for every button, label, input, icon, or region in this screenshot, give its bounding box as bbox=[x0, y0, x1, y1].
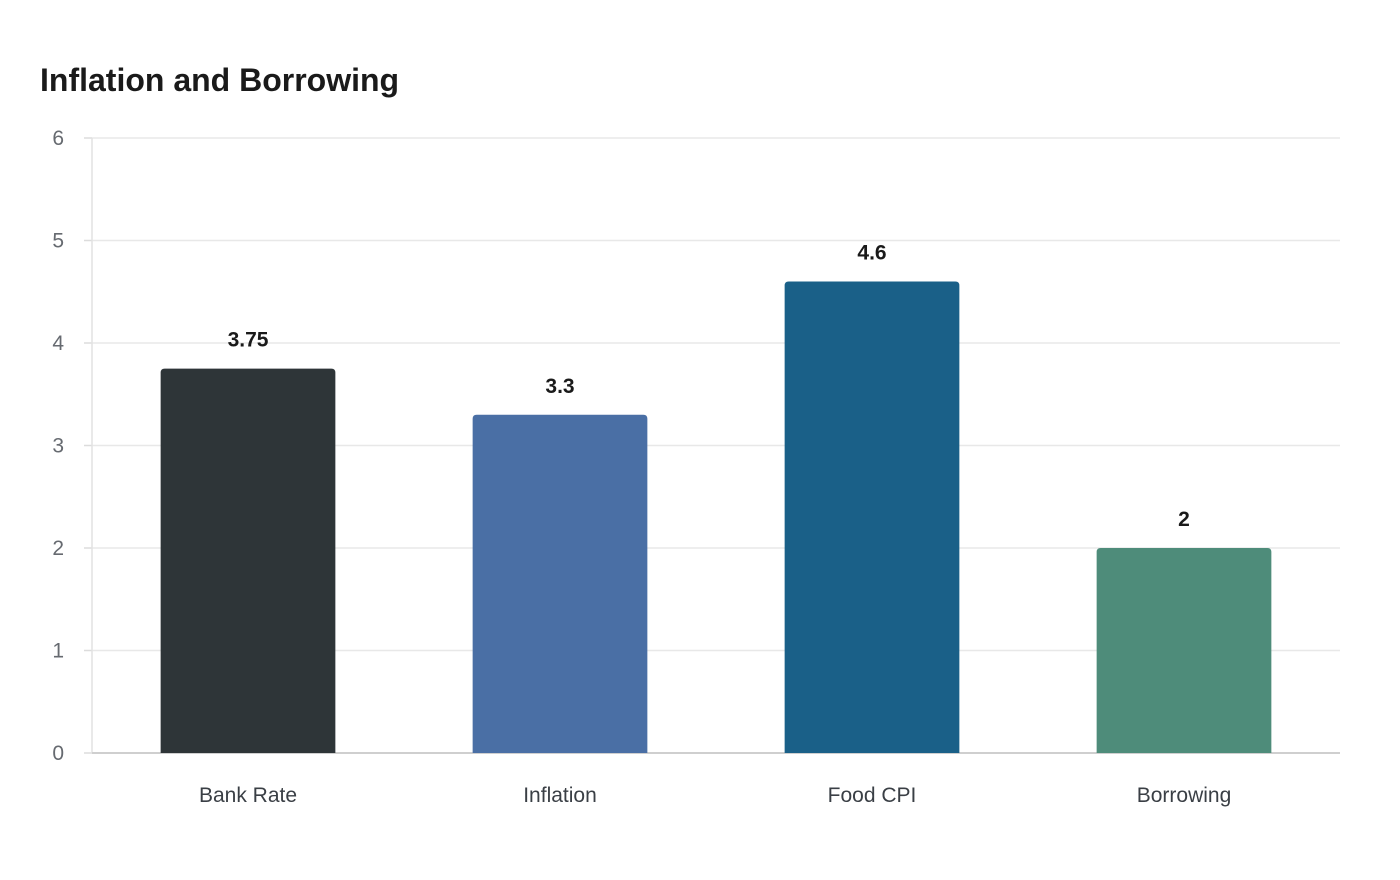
y-tick-label: 5 bbox=[52, 230, 64, 253]
bars bbox=[160, 281, 1272, 753]
bar-borrowing bbox=[1096, 548, 1272, 753]
x-tick-label: Inflation bbox=[523, 784, 597, 807]
labels: 0 1 2 3 4 5 6 3.75 Bank Rate 3.3 Inflation 4.6 Food … bbox=[52, 127, 1231, 807]
y-tick-label: 0 bbox=[52, 742, 64, 765]
y-tick-label: 4 bbox=[52, 332, 64, 355]
data-label: 3.75 bbox=[228, 329, 269, 352]
data-label: 2 bbox=[1178, 508, 1190, 531]
y-tick-label: 6 bbox=[52, 127, 64, 150]
bar-food-cpi bbox=[784, 281, 960, 753]
chart-title: Inflation and Borrowing bbox=[40, 62, 400, 98]
data-label: 4.6 bbox=[857, 242, 886, 265]
x-tick-label: Borrowing bbox=[1137, 784, 1232, 807]
y-tick-label: 1 bbox=[52, 640, 64, 663]
y-tick-label: 3 bbox=[52, 435, 64, 458]
bar-inflation bbox=[472, 414, 648, 753]
bar-bank-rate bbox=[160, 368, 336, 753]
data-label: 3.3 bbox=[545, 375, 574, 398]
x-tick-label: Food CPI bbox=[828, 784, 917, 807]
y-tick-label: 2 bbox=[52, 537, 64, 560]
x-tick-label: Bank Rate bbox=[199, 784, 297, 807]
